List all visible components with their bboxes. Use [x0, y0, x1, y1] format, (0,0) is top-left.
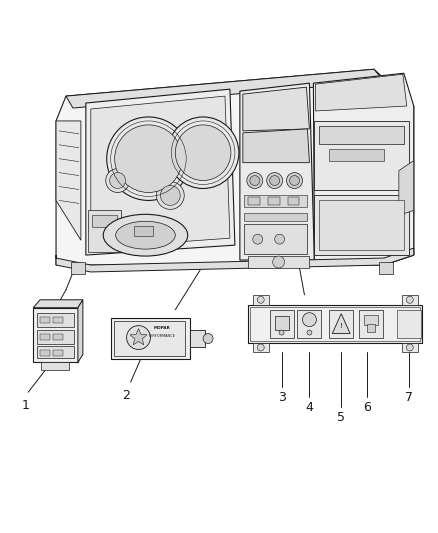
Bar	[297, 310, 321, 337]
Bar	[397, 310, 421, 337]
Polygon shape	[111, 318, 190, 359]
Polygon shape	[33, 308, 78, 362]
Text: 3: 3	[278, 391, 286, 404]
Bar	[359, 310, 383, 337]
Circle shape	[279, 330, 284, 335]
Text: !: !	[340, 322, 343, 329]
Bar	[248, 197, 260, 205]
Bar	[402, 343, 418, 352]
Polygon shape	[88, 211, 120, 252]
Circle shape	[115, 125, 182, 192]
Bar	[329, 149, 384, 160]
Polygon shape	[66, 69, 384, 108]
Polygon shape	[314, 73, 414, 265]
Bar	[40, 351, 50, 357]
Bar	[53, 351, 63, 357]
Polygon shape	[332, 314, 350, 334]
Circle shape	[250, 175, 260, 185]
Circle shape	[175, 125, 231, 181]
Text: PERFORMANCE: PERFORMANCE	[149, 334, 176, 337]
Bar	[114, 321, 185, 357]
Circle shape	[106, 168, 130, 192]
Bar	[268, 197, 279, 205]
Polygon shape	[86, 89, 235, 255]
Polygon shape	[399, 160, 414, 215]
Bar	[379, 262, 393, 274]
Bar	[319, 200, 404, 250]
Text: 6: 6	[363, 401, 371, 414]
Bar	[253, 343, 268, 352]
Bar	[270, 310, 293, 337]
Bar	[364, 314, 378, 325]
Circle shape	[167, 117, 239, 189]
Bar	[329, 310, 353, 337]
Circle shape	[275, 234, 285, 244]
Text: 7: 7	[405, 391, 413, 404]
Bar	[92, 215, 117, 227]
Bar	[37, 329, 74, 343]
Polygon shape	[248, 256, 309, 268]
Circle shape	[253, 234, 263, 244]
Bar	[288, 197, 300, 205]
Circle shape	[273, 256, 285, 268]
Circle shape	[203, 334, 213, 343]
Ellipse shape	[116, 221, 175, 249]
Bar	[275, 316, 289, 329]
Circle shape	[286, 173, 303, 189]
Bar	[244, 196, 307, 207]
Polygon shape	[190, 329, 205, 348]
Circle shape	[107, 117, 190, 200]
Bar	[253, 295, 268, 305]
Bar	[53, 334, 63, 340]
Bar	[250, 307, 420, 341]
Polygon shape	[91, 96, 230, 248]
Polygon shape	[33, 300, 83, 308]
Bar	[40, 334, 50, 340]
Circle shape	[290, 175, 300, 185]
Bar	[37, 346, 74, 358]
Bar	[134, 226, 153, 236]
Polygon shape	[56, 121, 81, 240]
Text: 2: 2	[122, 389, 130, 402]
Bar	[53, 317, 63, 322]
Bar	[41, 362, 69, 370]
Text: 5: 5	[337, 411, 345, 424]
Bar	[314, 121, 409, 190]
Bar	[244, 213, 307, 221]
Text: 4: 4	[305, 401, 313, 414]
Circle shape	[303, 313, 316, 327]
Polygon shape	[240, 83, 314, 260]
Bar	[71, 262, 85, 274]
Bar	[244, 224, 307, 254]
Ellipse shape	[103, 214, 188, 256]
Circle shape	[406, 296, 413, 303]
Bar	[319, 126, 404, 144]
Bar	[402, 295, 418, 305]
Circle shape	[270, 175, 279, 185]
Bar	[37, 313, 74, 327]
Circle shape	[307, 330, 312, 335]
Bar	[367, 324, 375, 332]
Circle shape	[257, 344, 264, 351]
Circle shape	[127, 326, 150, 350]
Text: MOPAR: MOPAR	[154, 326, 171, 329]
Circle shape	[156, 182, 184, 209]
Circle shape	[247, 173, 263, 189]
Polygon shape	[243, 129, 309, 163]
Polygon shape	[243, 87, 309, 131]
Polygon shape	[78, 300, 83, 362]
Circle shape	[406, 344, 413, 351]
Bar	[40, 317, 50, 322]
Circle shape	[110, 173, 126, 189]
Circle shape	[160, 185, 180, 205]
Circle shape	[267, 173, 283, 189]
Circle shape	[257, 296, 264, 303]
Text: 1: 1	[21, 399, 29, 412]
Polygon shape	[56, 69, 414, 265]
Polygon shape	[315, 74, 407, 111]
Bar	[314, 196, 409, 255]
Polygon shape	[130, 329, 147, 345]
Polygon shape	[56, 248, 414, 272]
Bar	[248, 305, 422, 343]
